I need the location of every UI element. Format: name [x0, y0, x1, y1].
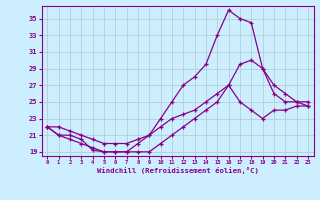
- X-axis label: Windchill (Refroidissement éolien,°C): Windchill (Refroidissement éolien,°C): [97, 167, 259, 174]
